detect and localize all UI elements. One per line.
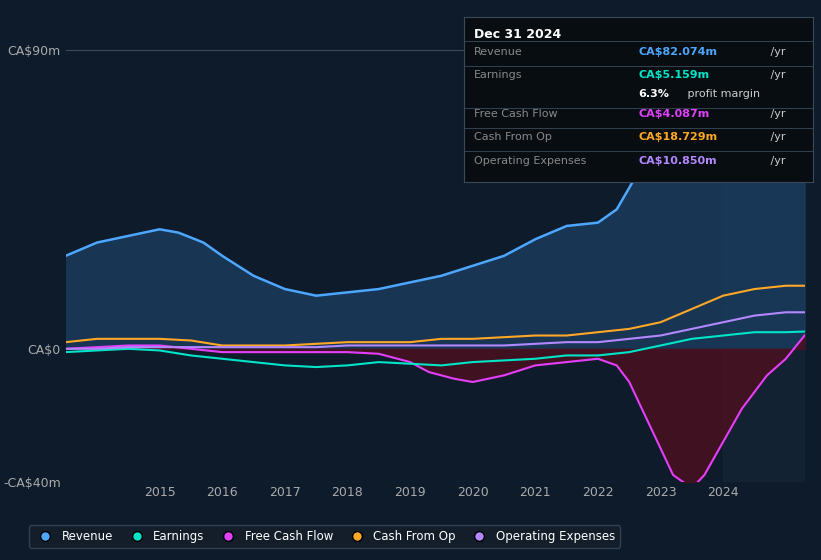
Bar [723, 17, 805, 482]
Text: Revenue: Revenue [475, 46, 523, 57]
Text: Operating Expenses: Operating Expenses [475, 156, 587, 166]
Text: Dec 31 2024: Dec 31 2024 [475, 29, 562, 41]
Text: 6.3%: 6.3% [639, 88, 669, 99]
Text: /yr: /yr [768, 156, 786, 166]
Text: Earnings: Earnings [475, 71, 523, 81]
Text: CA$10.850m: CA$10.850m [639, 156, 717, 166]
Text: profit margin: profit margin [684, 88, 759, 99]
Text: Cash From Op: Cash From Op [475, 133, 553, 142]
Text: CA$82.074m: CA$82.074m [639, 46, 718, 57]
Text: Free Cash Flow: Free Cash Flow [475, 109, 558, 119]
Text: CA$4.087m: CA$4.087m [639, 109, 709, 119]
Text: CA$5.159m: CA$5.159m [639, 71, 709, 81]
Text: /yr: /yr [768, 46, 786, 57]
Text: CA$18.729m: CA$18.729m [639, 133, 718, 142]
Text: /yr: /yr [768, 109, 786, 119]
Text: /yr: /yr [768, 133, 786, 142]
Text: /yr: /yr [768, 71, 786, 81]
Legend: Revenue, Earnings, Free Cash Flow, Cash From Op, Operating Expenses: Revenue, Earnings, Free Cash Flow, Cash … [29, 525, 620, 548]
